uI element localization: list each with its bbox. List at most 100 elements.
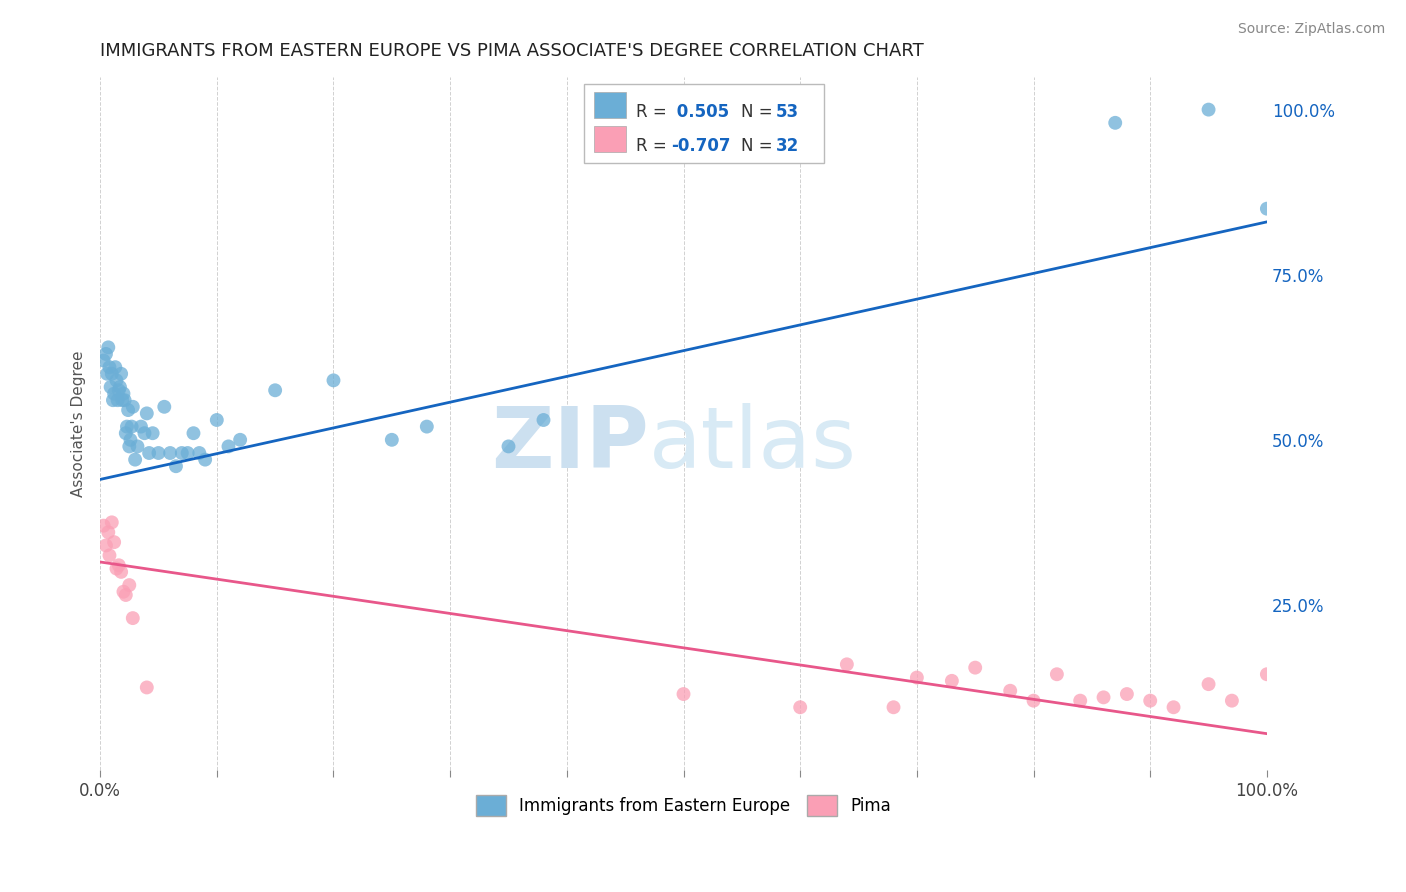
Text: N =: N = — [741, 103, 778, 121]
Point — [148, 446, 170, 460]
Point — [138, 446, 160, 460]
Point — [121, 400, 143, 414]
Point — [98, 360, 121, 375]
Point — [108, 380, 131, 394]
Point — [229, 433, 252, 447]
Point — [104, 360, 127, 375]
Text: R =: R = — [636, 137, 672, 155]
Point — [135, 681, 157, 695]
Point — [107, 393, 129, 408]
Point — [124, 452, 146, 467]
Point — [107, 558, 129, 573]
Point — [96, 367, 118, 381]
Point — [194, 452, 217, 467]
Text: Source: ZipAtlas.com: Source: ZipAtlas.com — [1237, 22, 1385, 37]
Point — [103, 386, 125, 401]
Point — [112, 386, 135, 401]
Point — [264, 384, 287, 398]
Point — [129, 419, 152, 434]
Point — [1104, 116, 1126, 130]
Point — [97, 340, 120, 354]
Point — [322, 373, 344, 387]
Point — [1256, 667, 1278, 681]
Point — [127, 439, 149, 453]
Point — [98, 549, 121, 563]
Point — [159, 446, 181, 460]
Point — [1163, 700, 1185, 714]
Point — [1198, 677, 1220, 691]
Point — [1069, 693, 1091, 707]
Point — [100, 380, 122, 394]
Point — [965, 660, 987, 674]
Point — [188, 446, 211, 460]
Point — [105, 373, 128, 387]
Point — [101, 393, 124, 408]
Point — [93, 518, 115, 533]
Point — [114, 426, 136, 441]
Text: IMMIGRANTS FROM EASTERN EUROPE VS PIMA ASSOCIATE'S DEGREE CORRELATION CHART: IMMIGRANTS FROM EASTERN EUROPE VS PIMA A… — [100, 42, 924, 60]
Point — [998, 683, 1021, 698]
Point — [170, 446, 193, 460]
FancyBboxPatch shape — [593, 92, 626, 119]
Point — [118, 439, 141, 453]
Point — [205, 413, 228, 427]
Text: 53: 53 — [776, 103, 799, 121]
Text: 0.505: 0.505 — [671, 103, 728, 121]
Point — [135, 406, 157, 420]
Text: ZIP: ZIP — [491, 402, 648, 485]
Point — [93, 353, 115, 368]
Legend: Immigrants from Eastern Europe, Pima: Immigrants from Eastern Europe, Pima — [468, 787, 900, 824]
Point — [153, 400, 176, 414]
Point — [1046, 667, 1069, 681]
Point — [107, 384, 129, 398]
Point — [498, 439, 520, 453]
FancyBboxPatch shape — [585, 84, 824, 163]
Point — [789, 700, 811, 714]
Point — [941, 673, 963, 688]
Point — [1115, 687, 1137, 701]
Point — [118, 578, 141, 592]
FancyBboxPatch shape — [593, 126, 626, 153]
Point — [416, 419, 439, 434]
Point — [183, 426, 205, 441]
Point — [115, 419, 138, 434]
Point — [176, 446, 198, 460]
Point — [110, 565, 132, 579]
Point — [101, 367, 124, 381]
Point — [105, 561, 128, 575]
Point — [1022, 693, 1045, 707]
Point — [94, 539, 117, 553]
Point — [1139, 693, 1161, 707]
Point — [112, 584, 135, 599]
Point — [1256, 202, 1278, 216]
Point — [121, 611, 143, 625]
Point — [101, 516, 124, 530]
Point — [217, 439, 239, 453]
Text: N =: N = — [741, 137, 778, 155]
Point — [114, 588, 136, 602]
Point — [111, 393, 134, 408]
Point — [1220, 693, 1243, 707]
Point — [905, 671, 928, 685]
Point — [533, 413, 555, 427]
Point — [114, 393, 136, 408]
Point — [1092, 690, 1115, 705]
Point — [121, 419, 143, 434]
Point — [120, 433, 142, 447]
Point — [97, 525, 120, 540]
Text: R =: R = — [636, 103, 672, 121]
Y-axis label: Associate's Degree: Associate's Degree — [72, 350, 86, 497]
Point — [134, 426, 156, 441]
Point — [1198, 103, 1220, 117]
Point — [94, 347, 117, 361]
Point — [110, 367, 132, 381]
Point — [381, 433, 404, 447]
Text: 32: 32 — [776, 137, 799, 155]
Point — [142, 426, 165, 441]
Point — [835, 657, 858, 672]
Point — [103, 535, 125, 549]
Point — [883, 700, 905, 714]
Point — [117, 403, 139, 417]
Point — [165, 459, 187, 474]
Text: atlas: atlas — [648, 402, 856, 485]
